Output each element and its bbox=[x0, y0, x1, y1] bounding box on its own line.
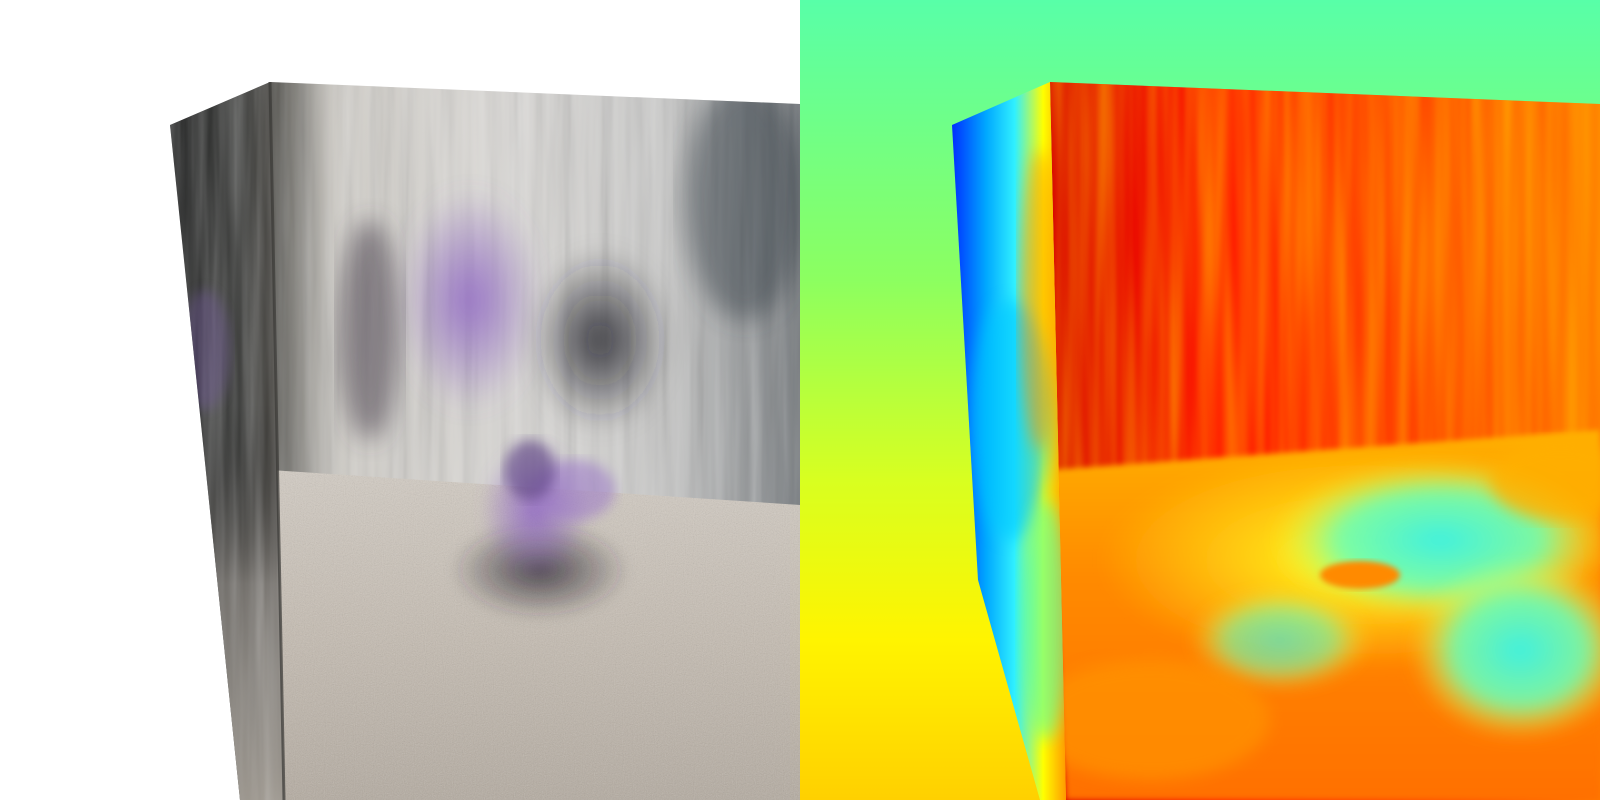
depth-map bbox=[800, 0, 1600, 800]
rgb-render-panel bbox=[170, 81, 800, 800]
rgb-purple-figure bbox=[480, 440, 615, 580]
depth-map-panel bbox=[800, 0, 1600, 800]
rgb-render bbox=[170, 81, 800, 800]
